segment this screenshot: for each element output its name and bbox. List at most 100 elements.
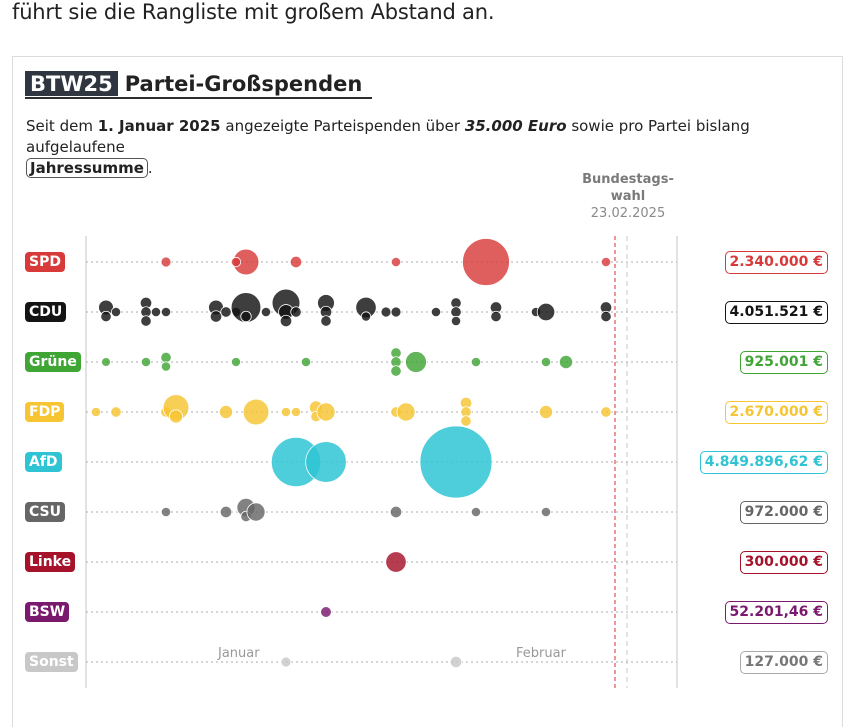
donation-bubble bbox=[160, 306, 172, 318]
chart-plot bbox=[85, 236, 678, 688]
donation-bubble bbox=[450, 315, 462, 327]
jahressumme-pill: Jahressumme bbox=[26, 158, 148, 178]
party-total-label: 972.000 € bbox=[739, 501, 828, 524]
donation-bubble bbox=[160, 361, 172, 372]
subtitle-date: 1. Januar 2025 bbox=[97, 117, 221, 135]
party-total-label: 127.000 € bbox=[739, 651, 828, 674]
donation-bubble bbox=[540, 356, 552, 368]
donation-bubble bbox=[538, 404, 554, 420]
donation-bubble bbox=[160, 351, 172, 364]
donation-bubble bbox=[209, 310, 223, 323]
donation-bubble bbox=[260, 306, 272, 318]
election-annotation: Bundestags- wahl 23.02.2025 bbox=[553, 171, 703, 222]
donation-bubble bbox=[110, 306, 122, 318]
party-label: CDU bbox=[25, 302, 67, 322]
donation-bubble bbox=[280, 656, 292, 668]
donation-bubble bbox=[110, 406, 122, 418]
donation-bubble bbox=[289, 255, 303, 269]
donation-bubble bbox=[100, 310, 112, 323]
party-label: SPD bbox=[25, 252, 65, 272]
party-total-label: 2.340.000 € bbox=[724, 251, 828, 274]
donation-bubble bbox=[168, 409, 184, 424]
chart-title: BTW25 Partei-Großspenden bbox=[25, 71, 373, 99]
donation-bubble bbox=[320, 315, 332, 327]
intro-text: führt sie die Rangliste mit großem Absta… bbox=[12, 0, 495, 24]
party-label: AfD bbox=[25, 452, 62, 472]
donation-bubble bbox=[460, 415, 472, 427]
donation-bubble bbox=[280, 406, 292, 418]
donation-bubble bbox=[246, 502, 266, 522]
donation-bubble bbox=[231, 357, 241, 367]
donation-bubble bbox=[405, 351, 427, 373]
donation-bubble bbox=[360, 311, 372, 322]
party-label: CSU bbox=[25, 502, 65, 522]
donation-bubble bbox=[316, 402, 336, 422]
election-label-2: wahl bbox=[610, 189, 646, 204]
party-total-label: 2.670.000 € bbox=[724, 401, 828, 424]
party-label: Grüne bbox=[25, 352, 81, 372]
donation-bubble bbox=[600, 310, 612, 323]
donation-bubble bbox=[490, 310, 502, 323]
party-label: Sonst bbox=[25, 652, 78, 672]
election-label-1: Bundestags- bbox=[582, 172, 674, 187]
chart-subtitle: Seit dem 1. Januar 2025 angezeigte Parte… bbox=[26, 116, 826, 179]
donation-bubble bbox=[101, 357, 111, 367]
donation-bubble bbox=[449, 655, 463, 669]
donation-bubble bbox=[279, 314, 293, 328]
donation-bubble bbox=[470, 356, 482, 368]
donation-bubble bbox=[390, 256, 402, 268]
donation-bubble bbox=[390, 306, 402, 318]
donation-bubble bbox=[558, 354, 574, 370]
donation-bubble bbox=[160, 256, 172, 268]
chart-card: BTW25 Partei-Großspenden Seit dem 1. Jan… bbox=[12, 56, 843, 727]
donation-bubble bbox=[462, 238, 510, 286]
donation-bubble bbox=[419, 425, 493, 499]
donation-bubble bbox=[230, 292, 262, 323]
donation-bubble bbox=[140, 356, 152, 368]
subtitle-text-2: angezeigte Parteispenden über bbox=[220, 117, 465, 135]
donation-bubble bbox=[389, 505, 403, 519]
donation-bubble bbox=[140, 315, 152, 327]
party-total-label: 300.000 € bbox=[739, 551, 828, 574]
party-label: BSW bbox=[25, 602, 70, 622]
party-label: Linke bbox=[25, 552, 76, 572]
donation-bubble bbox=[218, 404, 234, 420]
party-total-label: 52.201,46 € bbox=[724, 601, 828, 624]
donation-bubble bbox=[240, 310, 252, 323]
donation-bubble bbox=[290, 306, 302, 318]
subtitle-threshold: 35.000 Euro bbox=[464, 117, 567, 135]
donation-bubble bbox=[300, 356, 312, 368]
donation-bubble bbox=[380, 306, 392, 318]
subtitle-text-4: . bbox=[147, 159, 153, 177]
donation-bubble bbox=[536, 302, 556, 322]
donation-bubble bbox=[290, 406, 302, 418]
donation-bubble bbox=[305, 441, 347, 483]
donation-bubble bbox=[390, 365, 402, 377]
donation-bubble bbox=[470, 506, 482, 518]
donation-bubble bbox=[430, 306, 442, 318]
party-total-label: 4.051.521 € bbox=[724, 301, 828, 324]
party-total-label: 4.849.896,62 € bbox=[699, 451, 828, 474]
donation-bubble bbox=[600, 406, 612, 418]
election-date: 23.02.2025 bbox=[590, 206, 666, 221]
donation-bubble bbox=[219, 505, 233, 519]
donation-bubble bbox=[385, 551, 407, 573]
donation-bubble bbox=[600, 256, 612, 268]
donation-bubble bbox=[450, 306, 462, 318]
donation-bubble bbox=[150, 306, 162, 318]
month-tick-label: Februar bbox=[516, 646, 566, 661]
donation-bubble bbox=[160, 506, 172, 518]
party-label: FDP bbox=[25, 402, 65, 422]
donation-bubble bbox=[242, 398, 270, 426]
subtitle-text-1: Seit dem bbox=[26, 117, 98, 135]
title-text: Partei-Großspenden bbox=[124, 72, 363, 96]
title-badge: BTW25 bbox=[25, 71, 118, 96]
donation-bubble bbox=[220, 306, 232, 318]
donation-bubble bbox=[90, 406, 102, 418]
donation-bubble bbox=[396, 402, 416, 422]
donation-bubble bbox=[230, 256, 242, 268]
subtitle-text-3: sowie pro Partei bislang aufgelaufene bbox=[26, 117, 750, 156]
month-tick-label: Januar bbox=[218, 646, 260, 661]
donation-bubble bbox=[540, 506, 552, 518]
party-total-label: 925.001 € bbox=[739, 351, 828, 374]
